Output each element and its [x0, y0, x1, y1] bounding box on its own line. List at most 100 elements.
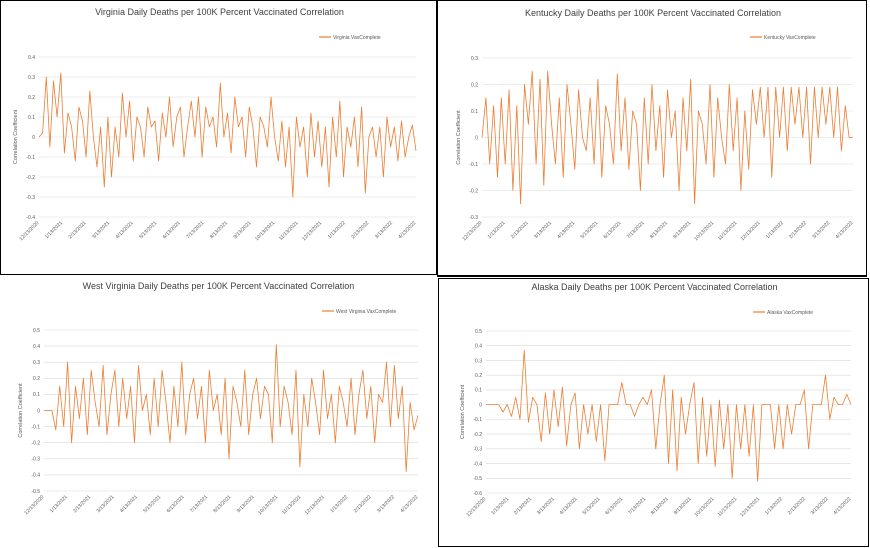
x-tick-label: 6/13/2021	[162, 220, 182, 240]
x-tick-label: 8/13/2021	[212, 494, 232, 514]
y-axis-label: Correlation Coefficient	[18, 383, 24, 438]
x-tick-label: 3/13/2022	[376, 494, 396, 514]
legend-label: Kentucky VaxComplete	[764, 35, 816, 41]
y-tick-label: -0.6	[473, 491, 482, 497]
x-tick-label: 11/13/2021	[717, 220, 739, 242]
x-tick-label: 3/13/2022	[811, 220, 831, 240]
x-tick-label: 6/13/2021	[166, 494, 186, 514]
y-tick-label: -0.4	[31, 473, 40, 479]
y-tick-label: 0.1	[28, 115, 35, 121]
chart-panel-virginia: Virginia Daily Deaths per 100K Percent V…	[0, 0, 437, 275]
x-tick-label: 2/13/2022	[350, 220, 370, 240]
y-tick-label: 0.4	[475, 344, 482, 350]
chart-svg: West Virginia Daily Deaths per 100K Perc…	[18, 281, 420, 516]
y-tick-label: 0.1	[471, 109, 478, 115]
y-tick-label: 0.4	[28, 55, 35, 61]
x-tick-label: 5/13/2021	[138, 220, 158, 240]
x-tick-label: 12/13/2021	[740, 220, 762, 242]
y-axis-label: Correlation Coefficient	[456, 110, 462, 165]
y-tick-label: -0.2	[26, 175, 35, 181]
legend-label: Virginia VaxComplete	[333, 35, 381, 41]
y-tick-label: 0.3	[28, 75, 35, 81]
x-tick-label: 7/13/2021	[627, 496, 647, 516]
x-tick-label: 12/13/2020	[18, 220, 40, 242]
chart-svg: Virginia Daily Deaths per 100K Percent V…	[13, 7, 418, 242]
x-tick-label: 1/13/2021	[487, 220, 507, 240]
x-tick-label: 9/13/2021	[233, 220, 253, 240]
x-tick-label: 4/13/2022	[832, 496, 852, 516]
y-tick-label: -0.3	[473, 447, 482, 453]
x-tick-label: 4/13/2021	[119, 494, 139, 514]
y-tick-label: -0.5	[473, 476, 482, 482]
x-tick-label: 7/13/2021	[626, 220, 646, 240]
x-tick-label: 3/13/2021	[96, 494, 116, 514]
x-tick-label: 1/13/2021	[49, 494, 69, 514]
y-tick-label: 0.5	[33, 328, 40, 334]
x-tick-label: 5/13/2021	[142, 494, 162, 514]
y-tick-label: 0.1	[33, 392, 40, 398]
x-tick-label: 11/13/2021	[717, 496, 739, 518]
x-tick-label: 9/13/2021	[673, 496, 693, 516]
legend-label: Alaska VaxComplete	[767, 310, 813, 316]
x-tick-label: 8/13/2021	[650, 496, 670, 516]
y-tick-label: -0.2	[473, 432, 482, 438]
x-tick-label: 1/13/2022	[764, 496, 784, 516]
chart-panel-alaska: Alaska Daily Deaths per 100K Percent Vac…	[438, 278, 869, 547]
x-tick-label: 5/13/2021	[582, 496, 602, 516]
x-tick-label: 12/13/2020	[465, 496, 487, 518]
y-tick-label: -0.2	[31, 441, 40, 447]
x-tick-label: 11/13/2021	[278, 220, 300, 242]
x-tick-label: 4/13/2021	[115, 220, 135, 240]
chart-title: Alaska Daily Deaths per 100K Percent Vac…	[532, 282, 778, 292]
y-tick-label: -0.3	[31, 457, 40, 463]
y-tick-label: 0.2	[475, 373, 482, 379]
y-tick-label: 0.4	[33, 344, 40, 350]
y-tick-label: -0.1	[469, 162, 478, 168]
x-tick-label: 1/13/2021	[490, 496, 510, 516]
x-tick-label: 12/13/2020	[23, 494, 45, 516]
y-tick-label: 0	[475, 135, 478, 141]
x-tick-label: 4/13/2021	[556, 220, 576, 240]
y-tick-label: -0.4	[26, 215, 35, 221]
y-tick-label: -0.1	[31, 424, 40, 430]
y-tick-label: 0.3	[471, 56, 478, 62]
x-tick-label: 2/13/2022	[788, 220, 808, 240]
x-tick-label: 2/13/2021	[510, 220, 530, 240]
series-line	[38, 72, 417, 198]
x-tick-label: 9/13/2021	[236, 494, 256, 514]
x-tick-label: 2/13/2021	[513, 496, 533, 516]
x-tick-label: 2/13/2022	[787, 496, 807, 516]
x-tick-label: 8/13/2021	[649, 220, 669, 240]
chart-title: Virginia Daily Deaths per 100K Percent V…	[95, 7, 344, 17]
x-tick-label: 3/13/2021	[533, 220, 553, 240]
x-tick-label: 10/13/2021	[694, 496, 716, 518]
y-tick-label: -0.1	[26, 155, 35, 161]
y-tick-label: -0.1	[473, 417, 482, 423]
y-tick-label: -0.4	[473, 461, 482, 467]
x-tick-label: 1/13/2022	[765, 220, 785, 240]
y-tick-label: -0.3	[26, 195, 35, 201]
y-axis-label: Correlation Coefficient	[13, 109, 19, 164]
series-line	[44, 344, 419, 473]
series-line	[486, 349, 852, 482]
y-tick-label: -0.3	[469, 215, 478, 221]
y-tick-label: 0.1	[475, 388, 482, 394]
x-tick-label: 3/13/2021	[536, 496, 556, 516]
y-tick-label: -0.5	[31, 489, 40, 495]
y-tick-label: 0.2	[471, 82, 478, 88]
x-tick-label: 10/13/2021	[257, 494, 279, 516]
y-tick-label: 0.2	[33, 376, 40, 382]
x-tick-label: 1/13/2022	[329, 494, 349, 514]
x-tick-label: 6/13/2021	[603, 220, 623, 240]
y-tick-label: 0	[32, 135, 35, 141]
x-tick-label: 4/13/2022	[397, 220, 417, 240]
chart-panel-kentucky: Kentucky Daily Deaths per 100K Percent V…	[437, 0, 867, 277]
y-tick-label: 0	[37, 408, 40, 414]
y-axis-label: Correlation Coefficient	[460, 384, 466, 439]
x-tick-label: 2/13/2022	[353, 494, 373, 514]
x-tick-label: 1/13/2022	[327, 220, 347, 240]
y-tick-label: 0.3	[33, 360, 40, 366]
x-tick-label: 12/13/2021	[301, 220, 323, 242]
x-tick-label: 4/13/2022	[399, 494, 419, 514]
x-tick-label: 1/13/2021	[44, 220, 64, 240]
